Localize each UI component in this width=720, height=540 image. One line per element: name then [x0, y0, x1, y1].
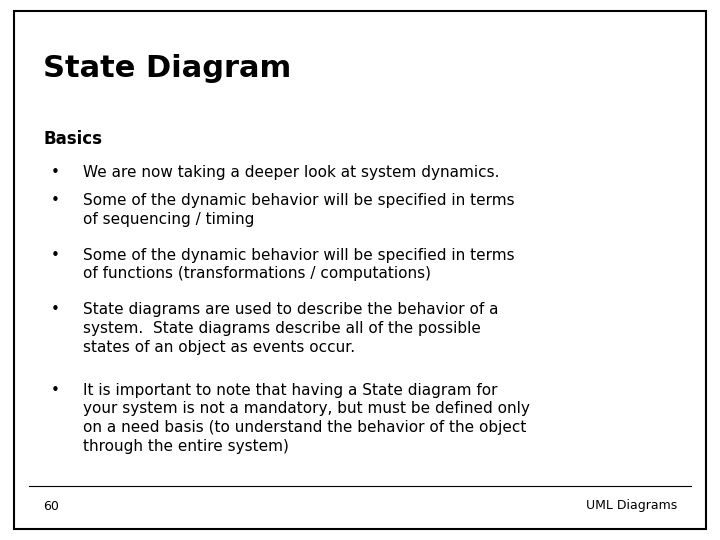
Text: •: • [50, 165, 59, 180]
Text: 60: 60 [43, 500, 59, 512]
Text: Some of the dynamic behavior will be specified in terms
of sequencing / timing: Some of the dynamic behavior will be spe… [83, 193, 514, 227]
Text: •: • [50, 248, 59, 263]
Text: Basics: Basics [43, 130, 102, 147]
Text: State diagrams are used to describe the behavior of a
system.  State diagrams de: State diagrams are used to describe the … [83, 302, 498, 355]
Text: •: • [50, 302, 59, 318]
FancyBboxPatch shape [14, 11, 706, 529]
Text: State Diagram: State Diagram [43, 54, 292, 83]
Text: It is important to note that having a State diagram for
your system is not a man: It is important to note that having a St… [83, 383, 530, 454]
Text: Some of the dynamic behavior will be specified in terms
of functions (transforma: Some of the dynamic behavior will be spe… [83, 248, 514, 281]
Text: •: • [50, 383, 59, 398]
Text: We are now taking a deeper look at system dynamics.: We are now taking a deeper look at syste… [83, 165, 499, 180]
Text: •: • [50, 193, 59, 208]
Text: UML Diagrams: UML Diagrams [585, 500, 677, 512]
